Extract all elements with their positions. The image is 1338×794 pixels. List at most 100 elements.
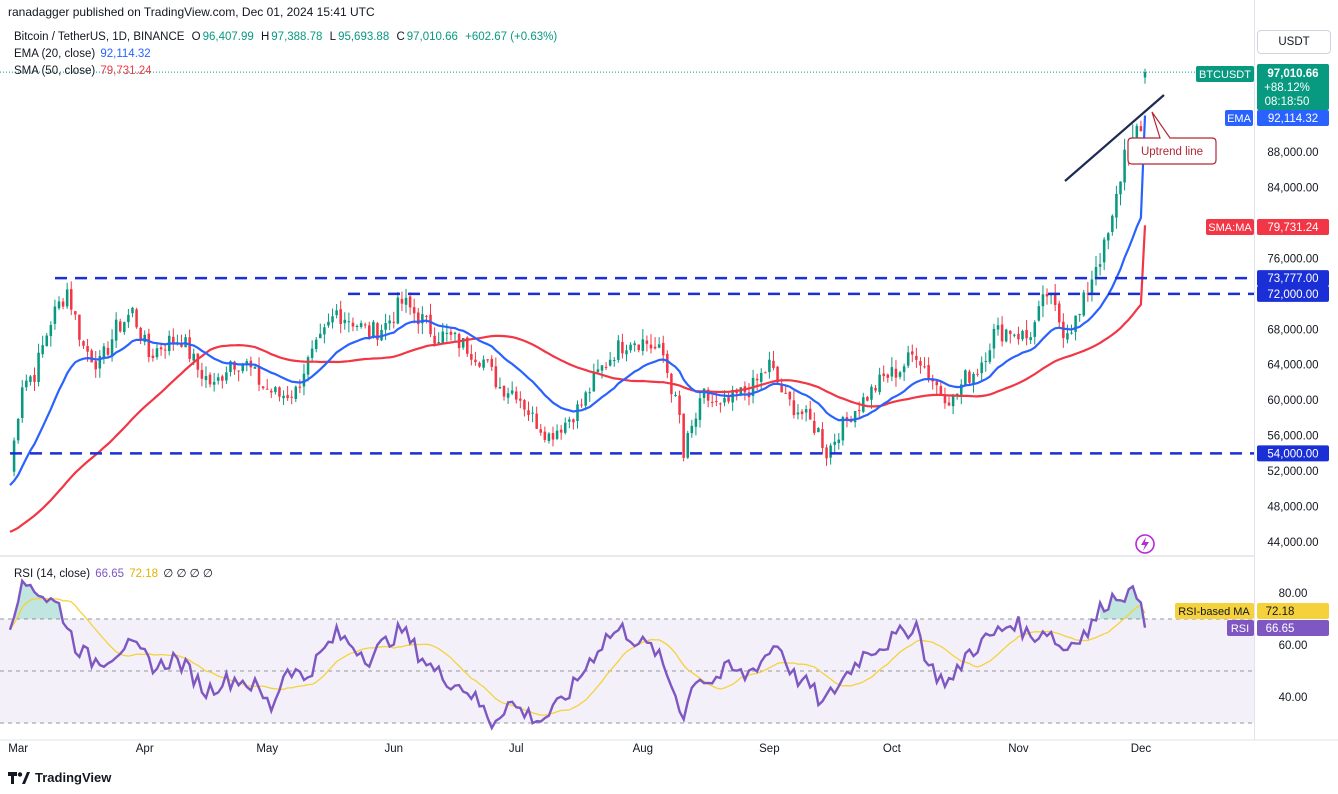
candle — [792, 390, 796, 419]
candle — [506, 387, 510, 404]
candle — [82, 340, 85, 349]
last-price-badge: 97,010.66 — [1267, 68, 1318, 80]
candle — [1119, 181, 1122, 206]
candle — [494, 357, 498, 390]
candle — [106, 341, 110, 359]
candle — [1062, 313, 1065, 348]
candle — [747, 383, 751, 406]
candle — [347, 312, 351, 333]
ema-badge: EMA 92,114.32 — [1225, 110, 1329, 126]
symbol-name: Bitcoin / TetherUS, 1D, BINANCE — [14, 31, 185, 43]
candle — [519, 391, 522, 409]
time-tick: Jun — [385, 743, 404, 755]
ema-badge-value: 92,114.32 — [1268, 113, 1318, 125]
candle — [996, 317, 1000, 336]
ema-legend-label: EMA (20, close) — [14, 48, 96, 60]
candle — [376, 322, 379, 346]
candle — [764, 371, 767, 374]
candle — [682, 413, 685, 462]
sma-legend: SMA (50, close) 79,731.24 — [14, 65, 152, 77]
candle — [849, 415, 853, 423]
candle — [457, 332, 461, 357]
candle — [25, 374, 28, 392]
candle — [853, 410, 857, 428]
candle — [490, 355, 494, 371]
candle — [1066, 324, 1069, 344]
candle — [404, 288, 408, 313]
candle — [143, 330, 146, 346]
rsi-axis[interactable]: 80.00 60.00 40.00 — [1279, 588, 1308, 704]
candle — [368, 321, 371, 340]
candle — [657, 337, 661, 349]
candle — [931, 374, 934, 390]
price-axis[interactable]: 88,000.00 84,000.00 76,000.00 68,000.00 64,0… — [1267, 147, 1318, 549]
candle — [57, 296, 61, 310]
candle — [453, 331, 457, 343]
close-label: C — [396, 31, 405, 43]
candle — [212, 372, 216, 392]
candle — [184, 334, 187, 348]
candle — [188, 329, 191, 363]
candle — [772, 350, 775, 371]
candle — [694, 412, 698, 436]
candle — [939, 381, 943, 395]
candle — [172, 328, 175, 351]
candle — [1041, 285, 1045, 318]
candle — [837, 433, 841, 450]
price-tick: 88,000.00 — [1267, 147, 1318, 159]
candle — [535, 406, 538, 430]
candle — [282, 390, 285, 405]
candle — [363, 322, 367, 329]
candle — [1057, 300, 1061, 328]
candle — [294, 385, 298, 403]
candle — [592, 363, 596, 392]
candle — [1070, 324, 1073, 335]
high-label: H — [260, 31, 270, 43]
rsi-pane — [8, 578, 1147, 731]
candle — [1086, 282, 1090, 302]
candle — [110, 329, 114, 362]
candle — [94, 351, 98, 378]
candle — [274, 385, 277, 395]
candle — [221, 374, 224, 389]
candle — [1037, 300, 1041, 322]
countdown-badge: 08:18:50 — [1265, 96, 1310, 108]
candle — [563, 417, 567, 435]
candle — [821, 422, 824, 455]
candle — [845, 411, 849, 428]
lightning-icon[interactable] — [1135, 534, 1155, 554]
candle — [123, 321, 126, 335]
candle — [1135, 123, 1139, 151]
candle — [466, 336, 469, 358]
candle — [584, 390, 587, 411]
currency-selector[interactable]: USDT — [1257, 30, 1331, 54]
candle — [1143, 68, 1147, 84]
candle — [159, 344, 163, 356]
candle — [425, 314, 428, 324]
candle — [666, 350, 669, 379]
ema-legend: EMA (20, close) 92,114.32 — [14, 48, 151, 60]
candle — [200, 362, 204, 387]
ticker-badge: BTCUSDT — [1199, 69, 1251, 81]
candle — [743, 381, 747, 401]
candle — [674, 391, 677, 397]
annotation-label: Uptrend line — [1141, 146, 1203, 158]
candle — [1000, 316, 1004, 347]
candle — [151, 348, 155, 362]
time-tick: Oct — [883, 743, 902, 755]
open-label: O — [191, 31, 201, 43]
candle — [49, 321, 53, 347]
candle — [841, 415, 845, 446]
candle — [102, 343, 106, 365]
candle — [870, 384, 873, 409]
time-axis[interactable]: Mar Apr May Jun Jul Aug Sep Oct Nov Dec — [8, 743, 1151, 755]
time-tick: May — [256, 743, 278, 755]
tradingview-brand[interactable]: TradingView — [8, 770, 111, 785]
candle — [911, 344, 914, 363]
candle — [261, 386, 265, 390]
candle — [874, 385, 877, 393]
candle — [641, 329, 645, 356]
rsi-badge-name: RSI — [1231, 623, 1249, 635]
candle — [1115, 185, 1118, 229]
